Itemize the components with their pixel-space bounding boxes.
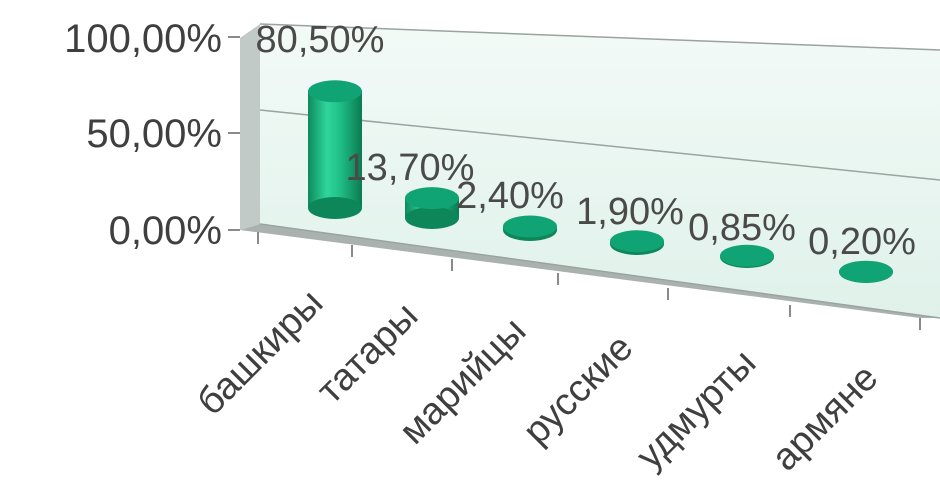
bar-1 [405, 187, 459, 229]
gridline-100 [259, 23, 940, 51]
bar-4 [720, 244, 774, 268]
data-label-3: 1,90% [576, 191, 684, 233]
back-wall [260, 24, 940, 318]
bar-2 [503, 215, 557, 241]
data-label-4: 0,85% [688, 207, 796, 249]
data-label-0: 80,50% [256, 19, 385, 61]
y-axis: 0,00% 50,00% 100,00% [64, 17, 240, 253]
category-label-3: русские [515, 327, 641, 453]
bar-1-base [405, 207, 459, 229]
y-tick-label-2: 100,00% [64, 17, 222, 61]
bar-2-top [503, 215, 557, 238]
bar-4-top [720, 244, 774, 267]
y-tick-label-1: 50,00% [86, 112, 222, 156]
bar-0 [308, 80, 362, 219]
bar-0-base [308, 197, 362, 219]
category-label-0: башкиры [189, 282, 331, 424]
bar-0-top [308, 80, 362, 103]
bar-5-top [839, 260, 893, 283]
gridline-0 [259, 223, 940, 319]
bar-3-top [610, 230, 664, 253]
bar-1-top [405, 187, 459, 210]
gridline-50 [259, 109, 940, 181]
category-label-5: армяне [764, 357, 886, 479]
left-wall [240, 24, 260, 230]
data-label-5: 0,20% [808, 221, 916, 263]
bar-0-body [308, 91, 362, 208]
category-label-4: удмурты [629, 342, 765, 478]
bar-5 [839, 260, 893, 283]
x-axis [257, 232, 921, 330]
data-label-2: 2,40% [456, 175, 564, 217]
y-tick-label-0: 0,00% [109, 209, 222, 253]
data-label-1: 13,70% [346, 147, 475, 189]
bar-3 [610, 230, 664, 255]
